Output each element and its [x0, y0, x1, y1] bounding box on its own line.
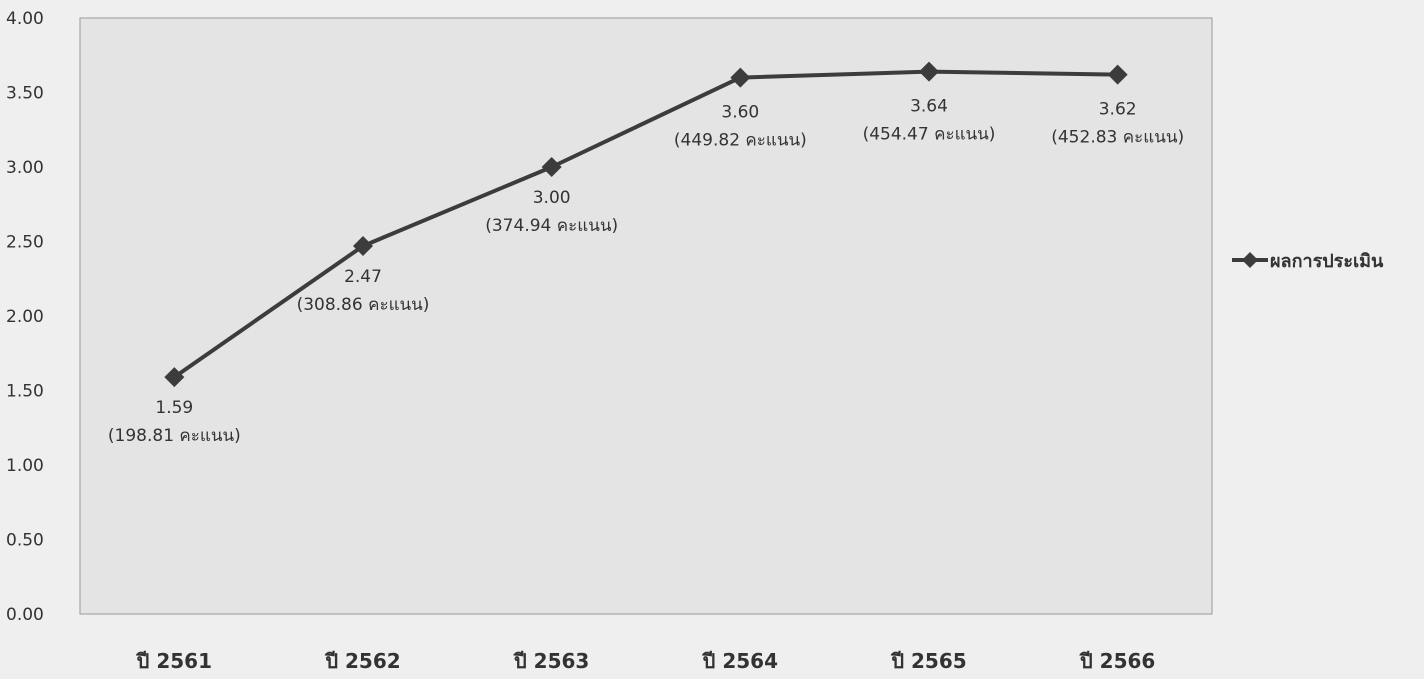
x-tick-label: ปี 2566 — [1079, 649, 1156, 673]
data-point-marker — [541, 157, 562, 177]
x-axis-ticks: ปี 2561 ปี 2562 ปี 2563 ปี 2564 ปี 2565 ปี 25… — [135, 649, 1155, 673]
series-line — [173, 69, 1118, 379]
y-tick-label: 2.00 — [6, 307, 44, 327]
legend-label: ผลการประเมิน — [1270, 251, 1384, 272]
y-tick-label: 3.00 — [6, 158, 44, 178]
x-tick-label: ปี 2562 — [324, 649, 401, 673]
series-markers — [164, 61, 1128, 388]
data-score-label: (452.83 คะแนน) — [1051, 128, 1184, 148]
data-value-label: 3.62 — [1099, 100, 1137, 120]
data-score-label: (449.82 คะแนน) — [674, 131, 807, 151]
data-labels: 1.59 (198.81 คะแนน) 2.47 (308.86 คะแนน) 3.00… — [108, 97, 1184, 446]
data-score-label: (454.47 คะแนน) — [863, 125, 996, 145]
y-tick-label: 0.00 — [6, 605, 44, 625]
data-point-marker — [353, 235, 373, 256]
x-tick-label: ปี 2561 — [135, 649, 212, 673]
x-tick-label: ปี 2565 — [890, 649, 967, 673]
y-axis-ticks: 0.00 0.50 1.00 1.50 2.00 2.50 3.00 3.50 4.00 — [6, 9, 44, 625]
y-tick-label: 1.50 — [6, 382, 44, 402]
data-score-label: (374.94 คะแนน) — [485, 216, 618, 236]
data-score-label: (308.86 คะแนน) — [297, 295, 430, 315]
legend: ผลการประเมิน — [1232, 251, 1384, 272]
x-tick-label: ปี 2564 — [701, 649, 778, 673]
data-value-label: 3.00 — [533, 188, 571, 208]
data-point-marker — [730, 67, 751, 88]
y-tick-label: 0.50 — [6, 531, 44, 551]
x-tick-label: ปี 2563 — [513, 649, 590, 673]
data-point-marker — [1107, 64, 1128, 85]
y-tick-label: 2.50 — [6, 233, 44, 253]
legend-diamond-icon — [1242, 252, 1258, 268]
data-value-label: 3.64 — [910, 97, 948, 117]
data-value-label: 2.47 — [344, 267, 382, 287]
data-point-marker — [164, 367, 185, 388]
y-tick-label: 4.00 — [6, 9, 44, 29]
data-point-marker — [919, 61, 939, 82]
data-value-label: 3.60 — [721, 103, 759, 123]
y-tick-label: 1.00 — [6, 456, 44, 476]
data-score-label: (198.81 คะแนน) — [108, 426, 241, 446]
plot-area — [79, 17, 1213, 615]
data-value-label: 1.59 — [155, 398, 193, 418]
y-tick-label: 3.50 — [6, 84, 44, 104]
